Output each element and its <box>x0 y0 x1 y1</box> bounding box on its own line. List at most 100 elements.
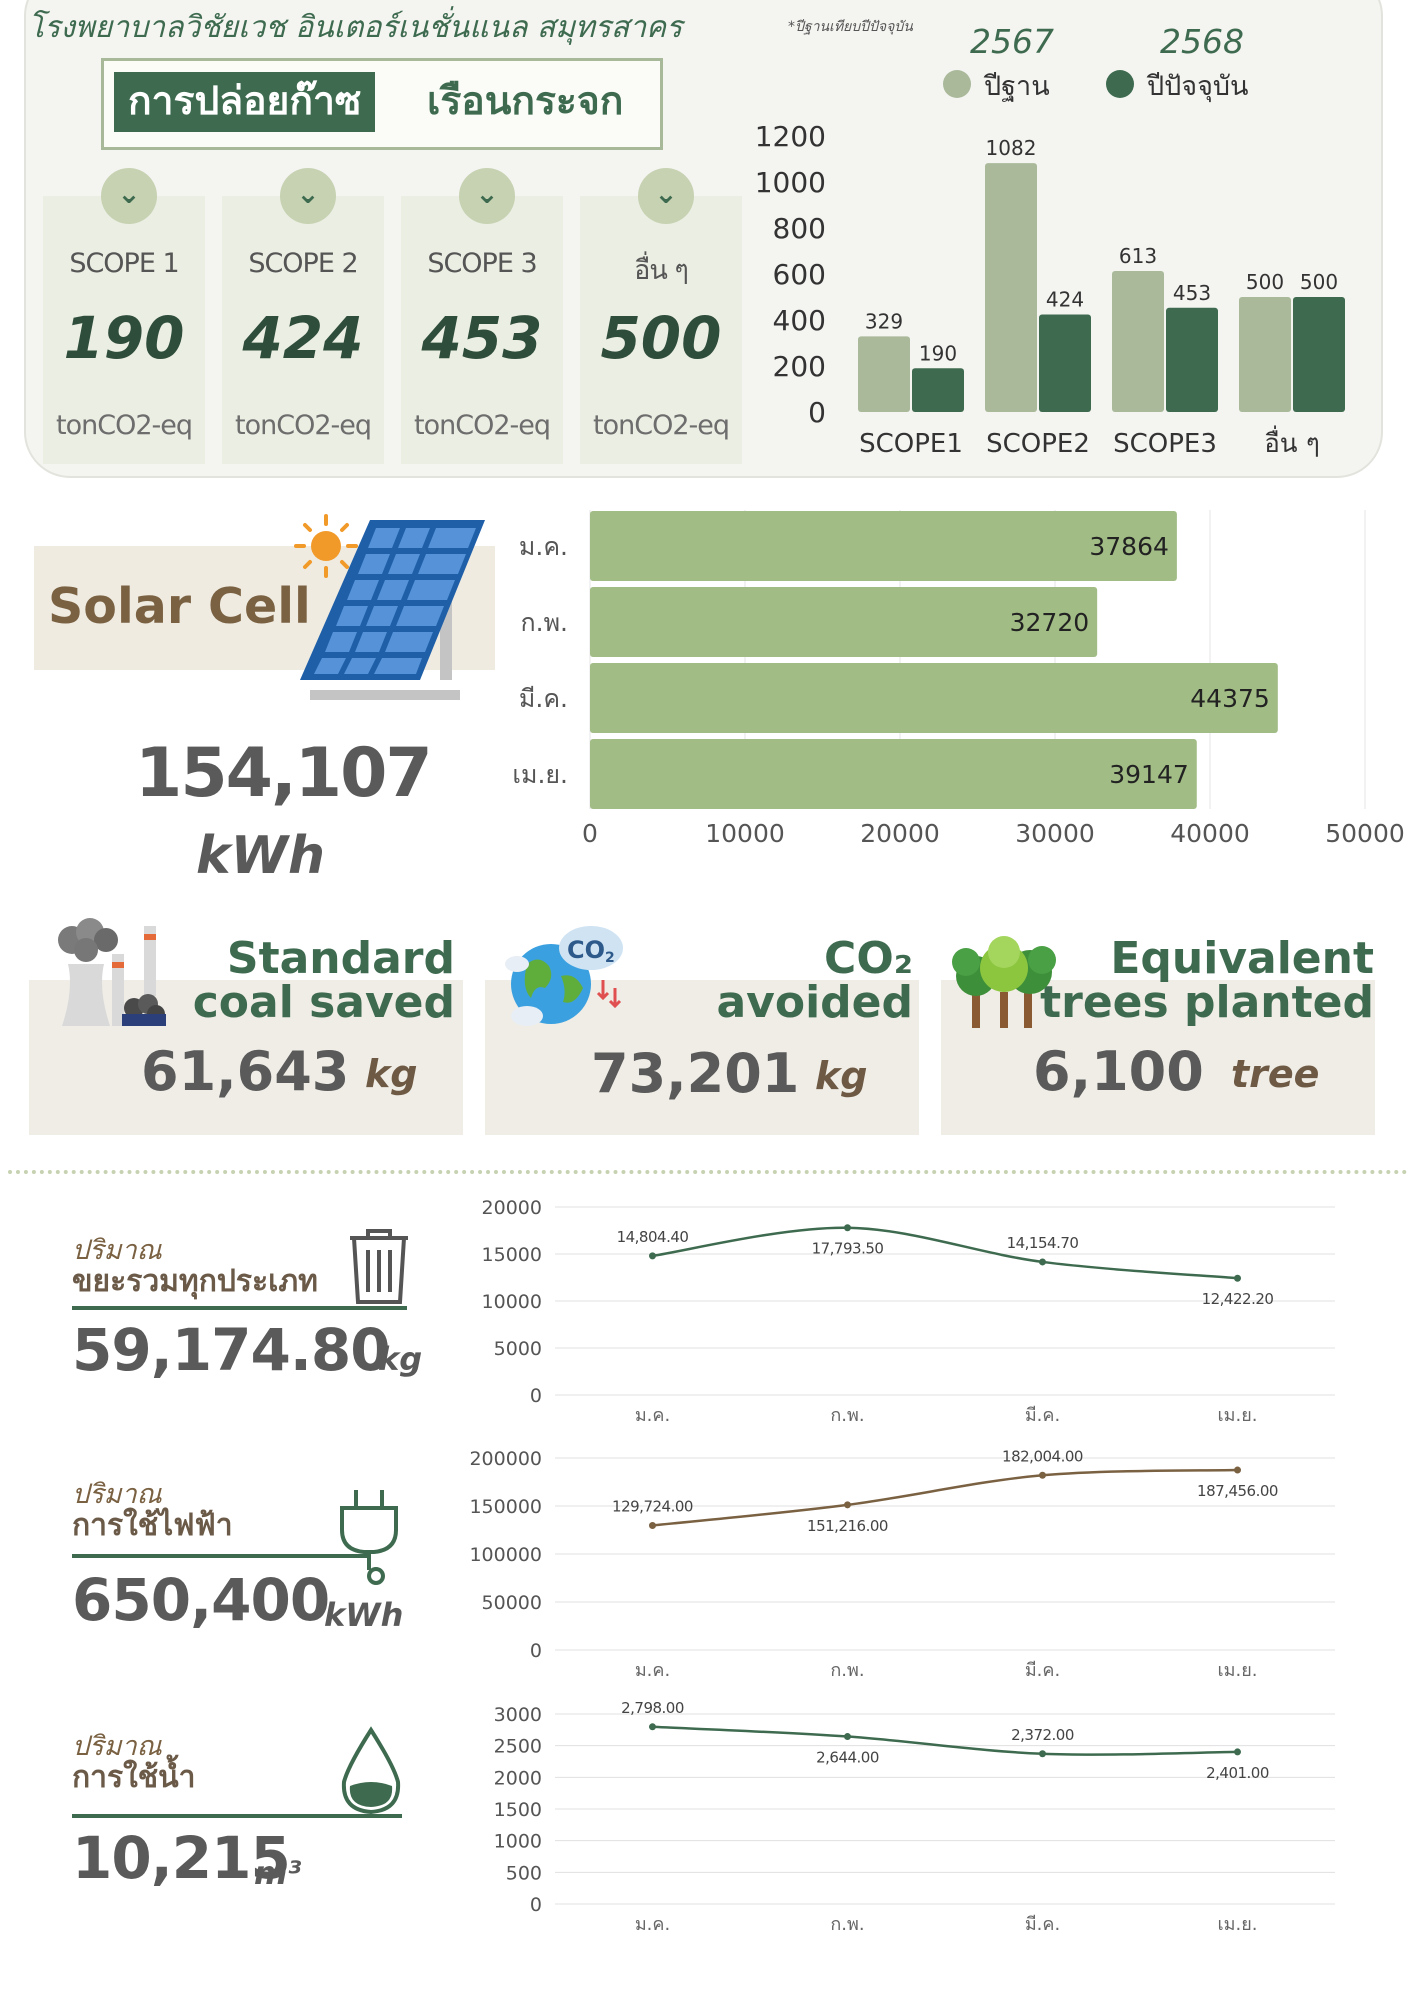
water-name: การใช้น้ำ <box>72 1760 196 1795</box>
solar-total: 154,107 <box>135 734 433 813</box>
bar-value-label: 32720 <box>1010 608 1090 637</box>
coal-saved-title-line2: coal saved <box>192 977 455 1028</box>
x-tick-label: ก.พ. <box>830 1914 864 1935</box>
x-tick-label: อื่น ๆ <box>1264 425 1320 459</box>
scope-bar-chart: 0 200 400 600 800 1000 1200 329 190 SCOPE1 1082 424… <box>755 120 1345 459</box>
data-label: 2,798.00 <box>621 1699 684 1717</box>
x-tick-label: ก.พ. <box>830 1405 864 1426</box>
bar <box>1166 307 1218 412</box>
bar-value-label: 44375 <box>1190 684 1270 713</box>
legend-base-year: 2567 <box>970 22 1054 61</box>
co2-avoided-unit: kg <box>815 1054 868 1098</box>
water-line-chart: 0 500 1000 1500 2000 2500 3000 2,798.00 ม.ค. 2,64… <box>494 1699 1335 1935</box>
scope-card-3: ⌄ SCOPE 3 453 tonCO2-eq <box>401 168 563 464</box>
bar-value-label: 453 <box>1173 281 1211 305</box>
x-tick-label: 40000 <box>1170 819 1250 848</box>
data-label: 17,793.50 <box>812 1240 884 1258</box>
scope-unit: tonCO2-eq <box>414 410 551 441</box>
x-tick-label: มี.ค. <box>1025 1914 1060 1935</box>
x-tick-label: 10000 <box>705 819 785 848</box>
x-tick-label: เม.ย. <box>1217 1405 1257 1426</box>
coal-saved-value: 61,643 <box>141 1040 350 1103</box>
waste-line-chart: 0 5000 10000 15000 20000 14,804.40 ม.ค. 17,793.… <box>482 1197 1335 1426</box>
chevron-down-icon: ⌄ <box>638 168 694 224</box>
trees-planted-card: 6,100 tree <box>941 980 1375 1135</box>
series-line <box>652 1468 1238 1527</box>
data-label: 129,724.00 <box>612 1497 693 1515</box>
y-tick-label: 15000 <box>482 1244 542 1266</box>
solar-title: Solar Cell <box>48 578 311 635</box>
x-tick-label: 30000 <box>1015 819 1095 848</box>
bar <box>912 368 964 412</box>
bar-value-label: 1082 <box>986 136 1037 160</box>
ghg-title-part1: การปล่อยก๊าซ <box>114 72 376 132</box>
data-label: 151,216.00 <box>807 1517 888 1535</box>
bar <box>1112 271 1164 412</box>
svg-text:CO: CO <box>567 936 605 964</box>
y-tick-label: 200000 <box>469 1448 542 1470</box>
y-tick-label: 1500 <box>494 1799 542 1821</box>
legend-current-label: ปีปัจจุบัน <box>1147 71 1249 102</box>
data-point <box>1039 1750 1046 1758</box>
solar-panel-icon <box>294 514 485 700</box>
y-tick-label: 2500 <box>494 1736 542 1758</box>
waste-value: 59,174.80 <box>72 1316 391 1384</box>
data-label: 2,372.00 <box>1011 1726 1074 1744</box>
x-tick-label: 20000 <box>860 819 940 848</box>
bar <box>985 163 1037 412</box>
water-value: 10,215 <box>72 1824 291 1892</box>
y-tick-label: เม.ย. <box>512 760 568 789</box>
data-point <box>1039 1471 1046 1479</box>
y-tick-label: 10000 <box>482 1291 542 1313</box>
data-point <box>844 1501 851 1509</box>
y-tick-label: 0 <box>530 1894 542 1916</box>
bar <box>1039 314 1091 412</box>
data-point <box>1234 1466 1241 1474</box>
scope-value: 453 <box>421 304 543 372</box>
ghg-title: การปล่อยก๊าซ เรือนกระจก <box>101 58 663 150</box>
y-tick-label: 20000 <box>482 1197 542 1219</box>
bar-value-label: 424 <box>1046 287 1084 311</box>
y-tick-label: 1000 <box>755 166 826 199</box>
trees-planted-title-line2: trees planted <box>1040 977 1374 1028</box>
section-divider <box>8 1170 1408 1174</box>
bar-value-label: 329 <box>865 309 903 333</box>
waste-underline <box>72 1306 407 1310</box>
data-label: 182,004.00 <box>1002 1447 1083 1465</box>
data-point <box>649 1723 656 1731</box>
scope-card-other: ⌄ อื่น ๆ 500 tonCO2-eq <box>580 168 742 464</box>
chevron-down-icon: ⌄ <box>459 168 515 224</box>
hospital-name: โรงพยาบาลวิชัยเวช อินเตอร์เนชั่นแนล สมุท… <box>28 10 683 45</box>
bar <box>1293 297 1345 412</box>
water-sub-label: ปริมาณ <box>72 1731 162 1762</box>
trees-icon <box>952 936 1056 1028</box>
legend-base-swatch <box>943 70 971 98</box>
x-tick-label: ม.ค. <box>635 1660 670 1681</box>
y-tick-label: 1200 <box>755 120 826 153</box>
y-tick-label: 0 <box>530 1385 542 1407</box>
scope-label: SCOPE 2 <box>248 248 358 279</box>
baseline-note: *ปีฐานเทียบปีปัจจุบัน <box>788 19 913 35</box>
scope-label: SCOPE 3 <box>427 248 537 279</box>
y-tick-label: 0 <box>530 1640 542 1662</box>
data-label: 2,644.00 <box>816 1749 879 1767</box>
x-tick-label: ก.พ. <box>830 1660 864 1681</box>
trash-bin-icon <box>350 1229 408 1304</box>
scope-label: อื่น ๆ <box>634 255 689 286</box>
y-tick-label: 150000 <box>469 1496 542 1518</box>
data-point <box>649 1252 656 1260</box>
x-tick-label: ม.ค. <box>635 1914 670 1935</box>
data-point <box>844 1733 851 1741</box>
x-tick-label: มี.ค. <box>1025 1405 1060 1426</box>
waste-name: ขยะรวมทุกประเภท <box>72 1264 318 1299</box>
water-unit: m³ <box>254 1854 302 1892</box>
data-label: 14,804.40 <box>617 1228 689 1246</box>
electricity-sub-label: ปริมาณ <box>72 1479 162 1510</box>
water-drop-icon <box>341 1726 401 1815</box>
trees-planted-value: 6,100 <box>1033 1040 1204 1103</box>
scope-value: 424 <box>242 304 364 372</box>
waste-sub-label: ปริมาณ <box>72 1235 162 1266</box>
y-tick-label: มี.ค. <box>519 684 568 713</box>
bar <box>858 336 910 412</box>
y-tick-label: 2000 <box>494 1767 542 1789</box>
